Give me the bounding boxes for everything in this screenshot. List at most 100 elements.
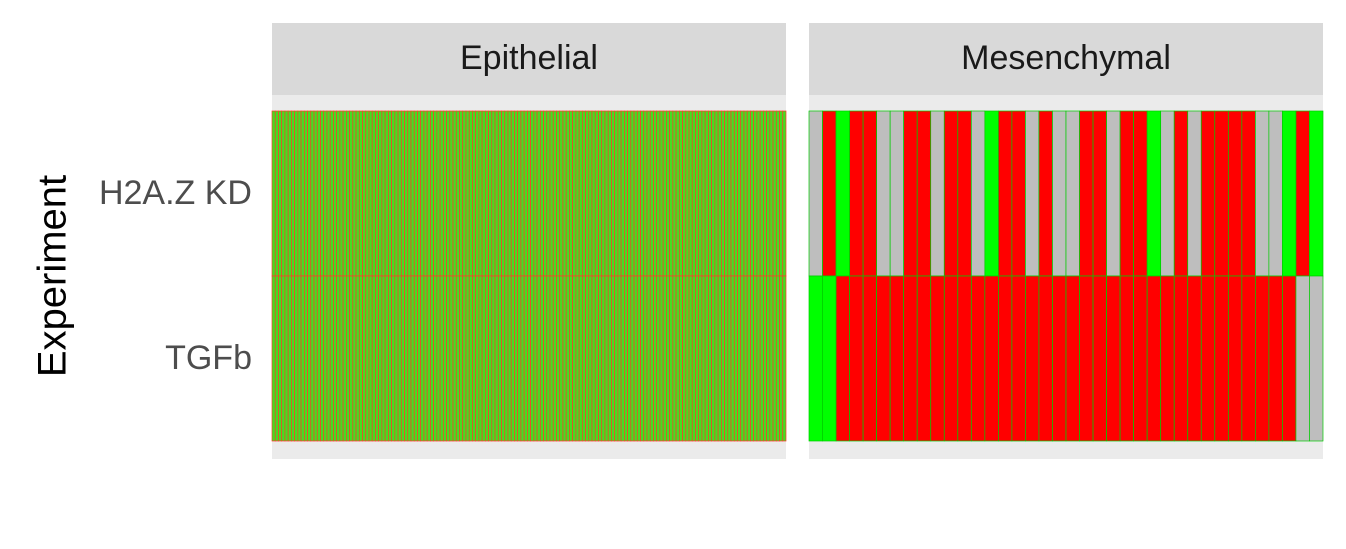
heatmap-cell-epithelial-tgfb-55 xyxy=(449,275,454,442)
heatmap-cell-epithelial-tgfb-25 xyxy=(352,275,357,442)
heatmap-cell-epithelial-tgfb-150 xyxy=(756,275,761,442)
heatmap-cell-epithelial-h2az-kd-42 xyxy=(407,110,412,277)
heatmap-cell-epithelial-h2az-kd-99 xyxy=(591,110,596,277)
heatmap-cell-epithelial-tgfb-16 xyxy=(323,275,328,442)
heatmap-cell-epithelial-tgfb-76 xyxy=(517,275,522,442)
heatmap-cell-epithelial-h2az-kd-158 xyxy=(782,110,787,277)
heatmap-cell-epithelial-tgfb-67 xyxy=(488,275,493,442)
heatmap-cell-epithelial-h2az-kd-53 xyxy=(442,110,447,277)
heatmap-cell-epithelial-tgfb-111 xyxy=(630,275,635,442)
heatmap-cell-epithelial-tgfb-99 xyxy=(591,275,596,442)
heatmap-cell-epithelial-tgfb-121 xyxy=(662,275,667,442)
strip-background-mesenchymal xyxy=(809,23,1323,95)
heatmap-cell-epithelial-h2az-kd-107 xyxy=(617,110,622,277)
heatmap-cell-epithelial-tgfb-39 xyxy=(397,275,402,442)
heatmap-cell-epithelial-h2az-kd-64 xyxy=(478,110,483,277)
heatmap-cell-epithelial-h2az-kd-110 xyxy=(627,110,632,277)
heatmap-cell-epithelial-h2az-kd-79 xyxy=(527,110,531,277)
heatmap-cell-epithelial-h2az-kd-111 xyxy=(630,110,635,277)
row-label-h2az-kd: H2A.Z KD xyxy=(99,174,252,212)
heatmap-cell-epithelial-tgfb-40 xyxy=(400,275,405,442)
heatmap-cell-epithelial-h2az-kd-142 xyxy=(730,110,735,277)
heatmap-cell-epithelial-h2az-kd-33 xyxy=(378,110,383,277)
heatmap-cell-epithelial-tgfb-18 xyxy=(329,275,334,442)
heatmap-cell-mesenchymal-h2az-kd-3 xyxy=(849,110,864,277)
heatmap-cell-mesenchymal-tgfb-6 xyxy=(889,275,905,442)
heatmap-cell-epithelial-h2az-kd-148 xyxy=(750,110,755,277)
heatmap-cell-epithelial-tgfb-143 xyxy=(733,275,738,442)
heatmap-cell-epithelial-h2az-kd-96 xyxy=(581,110,586,277)
heatmap-cell-mesenchymal-h2az-kd-18 xyxy=(1052,110,1067,277)
heatmap-cell-epithelial-tgfb-104 xyxy=(607,275,612,442)
heatmap-cell-epithelial-h2az-kd-76 xyxy=(517,110,522,277)
heatmap-cell-epithelial-tgfb-66 xyxy=(485,275,489,442)
y-axis-title: Experiment xyxy=(31,175,75,377)
heatmap-cell-epithelial-h2az-kd-18 xyxy=(329,110,334,277)
heatmap-cell-epithelial-tgfb-5 xyxy=(287,275,292,442)
heatmap-cell-epithelial-h2az-kd-87 xyxy=(552,110,557,277)
heatmap-cell-mesenchymal-tgfb-15 xyxy=(1011,275,1026,442)
heatmap-cell-epithelial-h2az-kd-61 xyxy=(468,110,473,277)
heatmap-cell-epithelial-h2az-kd-130 xyxy=(691,110,696,277)
heatmap-cell-epithelial-h2az-kd-131 xyxy=(695,110,700,277)
heatmap-cell-epithelial-h2az-kd-135 xyxy=(708,110,712,277)
heatmap-cell-epithelial-tgfb-38 xyxy=(394,275,399,442)
heatmap-cell-epithelial-tgfb-17 xyxy=(326,275,331,442)
heatmap-cell-epithelial-h2az-kd-100 xyxy=(594,110,599,277)
heatmap-cell-mesenchymal-h2az-kd-26 xyxy=(1160,110,1175,277)
heatmap-cell-epithelial-h2az-kd-43 xyxy=(410,110,415,277)
heatmap-cell-epithelial-tgfb-53 xyxy=(442,275,447,442)
heatmap-cell-epithelial-h2az-kd-60 xyxy=(465,110,470,277)
cells-epithelial xyxy=(271,110,787,442)
heatmap-cell-mesenchymal-h2az-kd-21 xyxy=(1092,110,1107,277)
heatmap-cell-epithelial-h2az-kd-153 xyxy=(766,110,771,277)
heatmap-cell-mesenchymal-h2az-kd-37 xyxy=(1309,110,1324,277)
heatmap-cell-epithelial-h2az-kd-118 xyxy=(653,110,658,277)
heatmap-cell-epithelial-tgfb-75 xyxy=(514,275,519,442)
heatmap-cell-epithelial-tgfb-117 xyxy=(649,275,654,442)
heatmap-cell-epithelial-tgfb-15 xyxy=(320,275,325,442)
heatmap-cell-epithelial-tgfb-9 xyxy=(300,275,305,442)
heatmap-cell-epithelial-h2az-kd-101 xyxy=(598,110,603,277)
heatmap-cell-epithelial-h2az-kd-124 xyxy=(672,110,677,277)
heatmap-cell-mesenchymal-h2az-kd-36 xyxy=(1295,110,1310,277)
cells-mesenchymal xyxy=(808,110,1324,442)
heatmap-cell-epithelial-h2az-kd-109 xyxy=(624,110,628,277)
heatmap-cell-epithelial-h2az-kd-49 xyxy=(430,110,434,277)
heatmap-cell-epithelial-tgfb-47 xyxy=(423,275,428,442)
heatmap-cell-mesenchymal-h2az-kd-10 xyxy=(943,110,959,277)
heatmap-cell-mesenchymal-tgfb-20 xyxy=(1079,275,1094,442)
facet-epithelial: Epithelial xyxy=(271,23,787,459)
heatmap-cell-epithelial-h2az-kd-150 xyxy=(756,110,761,277)
heatmap-cell-epithelial-h2az-kd-89 xyxy=(559,110,564,277)
heatmap-cell-epithelial-h2az-kd-15 xyxy=(320,110,325,277)
heatmap-cell-epithelial-h2az-kd-139 xyxy=(720,110,725,277)
heatmap-cell-epithelial-tgfb-63 xyxy=(475,275,480,442)
heatmap-cell-mesenchymal-h2az-kd-16 xyxy=(1025,110,1040,277)
heatmap-cell-epithelial-tgfb-43 xyxy=(410,275,415,442)
heatmap-cell-epithelial-h2az-kd-55 xyxy=(449,110,454,277)
heatmap-cell-epithelial-h2az-kd-86 xyxy=(549,110,554,277)
heatmap-cell-epithelial-tgfb-95 xyxy=(578,275,583,442)
heatmap-cell-epithelial-h2az-kd-9 xyxy=(300,110,305,277)
heatmap-cell-epithelial-tgfb-98 xyxy=(588,275,593,442)
heatmap-cell-epithelial-tgfb-119 xyxy=(656,275,661,442)
heatmap-cell-mesenchymal-h2az-kd-29 xyxy=(1200,110,1216,277)
heatmap-cell-mesenchymal-h2az-kd-9 xyxy=(930,110,945,277)
heatmap-cell-mesenchymal-tgfb-1 xyxy=(822,275,837,442)
heatmap-cell-epithelial-h2az-kd-72 xyxy=(504,110,509,277)
heatmap-cell-epithelial-tgfb-14 xyxy=(316,275,321,442)
heatmap-cell-epithelial-tgfb-120 xyxy=(659,275,664,442)
heatmap-cell-mesenchymal-tgfb-5 xyxy=(876,275,891,442)
heatmap-cell-epithelial-tgfb-8 xyxy=(297,275,302,442)
heatmap-cell-epithelial-tgfb-118 xyxy=(653,275,658,442)
heatmap-cell-epithelial-tgfb-97 xyxy=(585,275,590,442)
heatmap-cell-mesenchymal-tgfb-19 xyxy=(1065,275,1080,442)
heatmap-cell-epithelial-tgfb-147 xyxy=(746,275,751,442)
heatmap-cell-epithelial-tgfb-42 xyxy=(407,275,412,442)
heatmap-cell-epithelial-h2az-kd-85 xyxy=(546,110,551,277)
heatmap-cell-epithelial-h2az-kd-38 xyxy=(394,110,399,277)
heatmap-cell-epithelial-h2az-kd-134 xyxy=(704,110,709,277)
heatmap-cell-epithelial-tgfb-64 xyxy=(478,275,483,442)
heatmap-cell-epithelial-h2az-kd-7 xyxy=(294,110,299,277)
